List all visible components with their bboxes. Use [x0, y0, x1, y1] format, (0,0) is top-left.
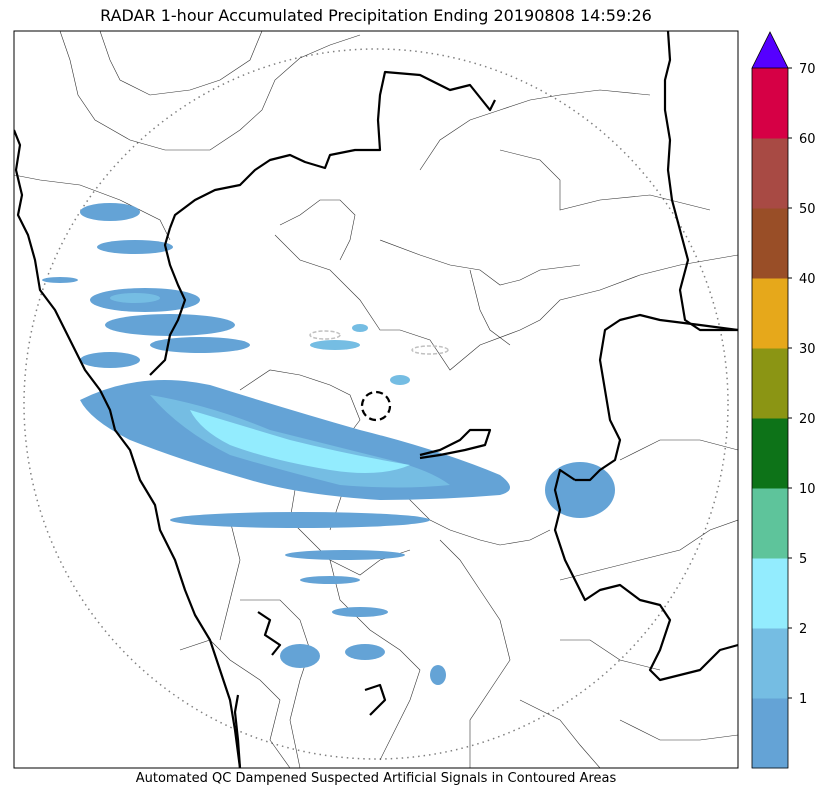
colorbar-extend-arrow — [751, 31, 789, 69]
precipitation-echoes — [42, 203, 615, 685]
colorbar-tick-label: 10 — [799, 482, 816, 497]
colorbar-tick-label: 40 — [799, 272, 816, 287]
colorbar-segment — [752, 208, 788, 279]
colorbar-segment — [752, 68, 788, 139]
radar-range-ring — [23, 48, 729, 760]
colorbar-segment — [752, 488, 788, 559]
colorbar-tick-label: 50 — [799, 202, 816, 217]
colorbar-segment — [752, 418, 788, 489]
colorbar-segment — [752, 698, 788, 769]
colorbar-segment — [752, 558, 788, 629]
colorbar-tick-label: 70 — [799, 62, 816, 77]
qc-contours — [309, 330, 449, 355]
map-title: RADAR 1-hour Accumulated Precipitation E… — [100, 6, 652, 25]
colorbar-segment — [752, 138, 788, 209]
radar-site-ring — [360, 390, 392, 422]
state-boundaries — [14, 31, 738, 768]
colorbar-tick-label: 5 — [799, 552, 807, 567]
colorbar-tick-label: 60 — [799, 132, 816, 147]
colorbar-segment — [752, 628, 788, 699]
colorbar-segment — [752, 278, 788, 349]
colorbar-tick-label: 20 — [799, 412, 816, 427]
colorbar-segment — [752, 348, 788, 419]
map-caption: Automated QC Dampened Suspected Artifici… — [135, 771, 617, 786]
colorbar-tick-label: 1 — [799, 692, 807, 707]
colorbar-tick-label: 30 — [799, 342, 816, 357]
colorbar-tick-label: 2 — [799, 622, 807, 637]
